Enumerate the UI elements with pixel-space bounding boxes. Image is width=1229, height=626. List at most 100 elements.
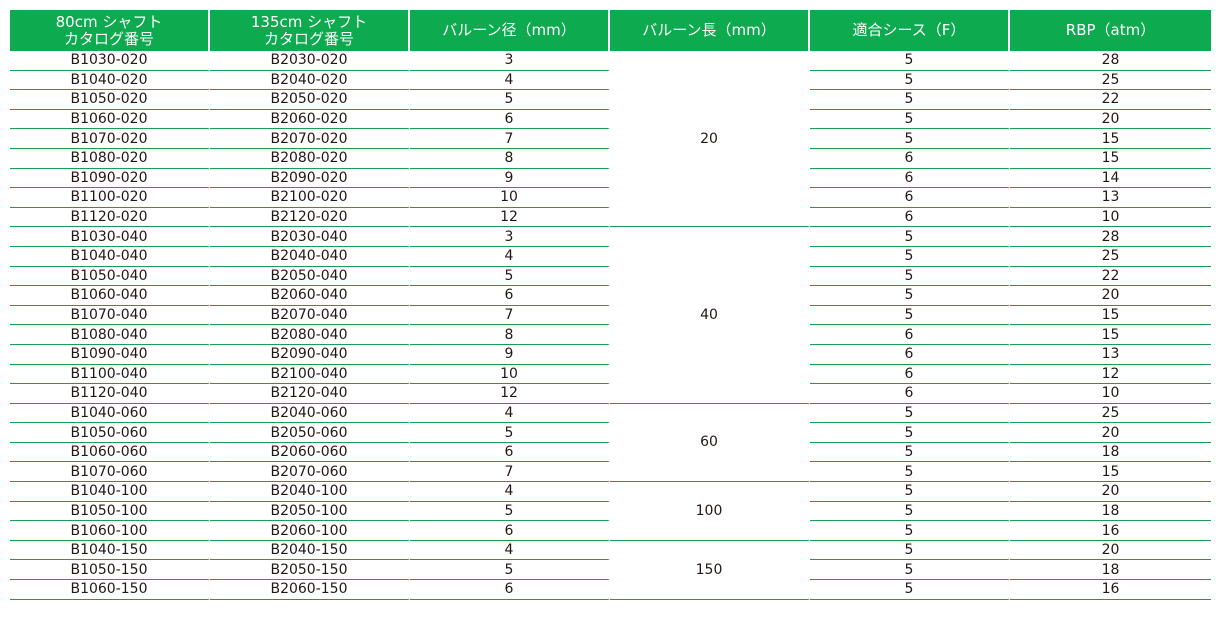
cell-cat80: B1050-100	[10, 501, 210, 522]
cell-sheath: 5	[810, 90, 1010, 110]
cell-diameter: 4	[410, 70, 610, 91]
cell-sheath: 5	[810, 501, 1010, 522]
cell-sheath: 6	[810, 148, 1010, 169]
cell-sheath: 5	[810, 227, 1010, 247]
cell-rbp: 16	[1010, 521, 1211, 541]
cell-rbp: 15	[1010, 462, 1211, 483]
cell-cat135: B2050-020	[210, 90, 410, 110]
table-row: B1090-020 B2090-020 9 6 14	[10, 168, 1211, 189]
table-row: B1040-150 B2040-150 4 150 5 20	[10, 540, 1211, 600]
cell-sheath: 5	[810, 442, 1010, 463]
cell-diameter: 10	[410, 188, 610, 208]
cell-rbp: 20	[1010, 286, 1211, 306]
cell-cat80: B1080-040	[10, 325, 210, 345]
cell-cat80: B1090-040	[10, 344, 210, 365]
cell-cat80: B1080-020	[10, 148, 210, 169]
cell-sheath: 5	[810, 482, 1010, 502]
cell-sheath: 6	[810, 344, 1010, 365]
cell-cat80: B1050-020	[10, 90, 210, 110]
cell-sheath: 6	[810, 384, 1010, 404]
cell-rbp: 13	[1010, 188, 1211, 208]
cell-rbp: 28	[1010, 227, 1211, 247]
cell-cat80: B1120-040	[10, 384, 210, 404]
cell-diameter: 9	[410, 168, 610, 189]
cell-rbp: 25	[1010, 404, 1211, 424]
cell-diameter: 4	[410, 482, 610, 502]
cell-cat135: B2120-020	[210, 207, 410, 228]
header-cat135-line1: 135cm シャフト	[250, 12, 368, 31]
cell-cat135: B2060-100	[210, 521, 410, 541]
cell-cat135: B2060-040	[210, 286, 410, 306]
cell-diameter: 7	[410, 129, 610, 149]
cell-diameter: 6	[410, 286, 610, 306]
cell-sheath: 5	[810, 580, 1010, 600]
cell-balloon-length: 40	[610, 227, 810, 404]
cell-rbp: 20	[1010, 482, 1211, 502]
cell-sheath: 5	[810, 521, 1010, 541]
cell-cat135: B2040-150	[210, 540, 410, 561]
table-row: B1100-020 B2100-020 10 6 13	[10, 188, 1211, 208]
cell-cat80: B1060-100	[10, 521, 210, 541]
table-row: B1120-040 B2120-040 12 6 10	[10, 384, 1211, 404]
cell-cat80: B1100-040	[10, 364, 210, 385]
cell-rbp: 20	[1010, 110, 1211, 130]
cell-cat135: B2050-100	[210, 501, 410, 522]
cell-balloon-length: 100	[610, 482, 810, 541]
cell-sheath: 5	[810, 403, 1010, 424]
cell-diameter: 3	[410, 51, 610, 71]
cell-cat80: B1040-150	[10, 540, 210, 561]
cell-diameter: 6	[410, 109, 610, 130]
header-diameter: バルーン径（mm）	[410, 10, 610, 51]
cell-rbp: 15	[1010, 129, 1211, 149]
cell-rbp: 22	[1010, 267, 1211, 287]
cell-rbp: 10	[1010, 208, 1211, 228]
cell-cat135: B2120-040	[210, 384, 410, 404]
table-row: B1030-020 B2030-020 3 20 5 28	[10, 51, 1211, 228]
cell-rbp: 20	[1010, 541, 1211, 561]
cell-cat80: B1030-020	[10, 51, 210, 71]
table-row: B1120-020 B2120-020 12 6 10	[10, 207, 1211, 228]
cell-sheath: 5	[810, 129, 1010, 149]
cell-rbp: 25	[1010, 247, 1211, 267]
cell-diameter: 7	[410, 462, 610, 483]
cell-cat135: B2100-040	[210, 364, 410, 385]
cell-cat80: B1050-060	[10, 423, 210, 443]
cell-sheath: 5	[810, 462, 1010, 483]
header-cat135: 135cm シャフト カタログ番号	[210, 10, 410, 51]
cell-sheath: 5	[810, 266, 1010, 287]
cell-cat135: B2040-060	[210, 403, 410, 424]
cell-sheath: 5	[810, 109, 1010, 130]
table-header: 80cm シャフト カタログ番号 135cm シャフト カタログ番号 バルーン径…	[10, 10, 1211, 51]
cell-sheath: 6	[810, 325, 1010, 345]
table-row: B1060-040 B2060-040 6 5 20	[10, 286, 1211, 306]
cell-sheath: 5	[810, 540, 1010, 561]
cell-balloon-length: 60	[610, 403, 810, 483]
cell-rbp: 22	[1010, 90, 1211, 110]
cell-diameter: 7	[410, 305, 610, 326]
cell-rbp: 15	[1010, 306, 1211, 326]
cell-cat135: B2030-020	[210, 51, 410, 71]
table-row: B1050-150 B2050-150 5 5 18	[10, 560, 1211, 581]
cell-diameter: 10	[410, 364, 610, 385]
cell-rbp: 18	[1010, 443, 1211, 463]
cell-cat135: B2090-020	[210, 168, 410, 189]
cell-diameter: 3	[410, 227, 610, 247]
header-cat80-line2: カタログ番号	[63, 29, 154, 48]
cell-rbp: 25	[1010, 71, 1211, 91]
cell-rbp: 28	[1010, 51, 1211, 71]
cell-cat135: B2080-040	[210, 325, 410, 345]
cell-cat80: B1050-040	[10, 266, 210, 287]
header-sheath: 適合シース（F）	[810, 10, 1010, 51]
cell-rbp: 16	[1010, 580, 1211, 600]
cell-rbp: 18	[1010, 502, 1211, 522]
cell-diameter: 8	[410, 325, 610, 345]
table-row: B1060-150 B2060-150 6 5 16	[10, 580, 1211, 600]
cell-diameter: 4	[410, 246, 610, 267]
table-row: B1070-040 B2070-040 7 5 15	[10, 305, 1211, 326]
table-row: B1030-040 B2030-040 3 40 5 28	[10, 227, 1211, 404]
table-row: B1040-020 B2040-020 4 5 25	[10, 70, 1211, 91]
cell-diameter: 6	[410, 442, 610, 463]
cell-cat135: B2060-150	[210, 580, 410, 600]
cell-sheath: 6	[810, 168, 1010, 189]
cell-cat80: B1070-060	[10, 462, 210, 483]
